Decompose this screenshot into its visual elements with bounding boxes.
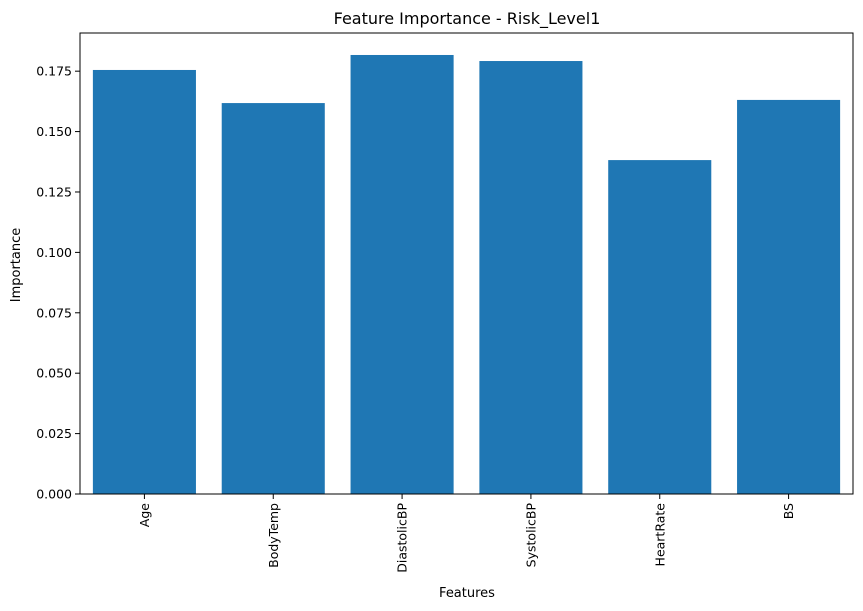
x-tick-label: DiastolicBP: [395, 503, 410, 573]
plot-area: 0.000 0.025 0.050 0.075 0.100 0.125 0.150 0.175…: [36, 32, 854, 573]
y-tick-label: 0.050: [36, 366, 72, 381]
y-axis-label: Importance: [9, 228, 24, 303]
x-tick-label: BodyTemp: [266, 503, 281, 568]
bar-heartrate: [608, 160, 712, 494]
x-tick-label: BS: [781, 503, 796, 519]
x-axis-label: Features: [439, 586, 495, 601]
x-tick-label: SystolicBP: [523, 503, 538, 568]
bar-diastolicbp: [350, 54, 454, 494]
chart-title: Feature Importance - Risk_Level1: [334, 9, 601, 29]
x-tick-label: Age: [137, 503, 152, 527]
bar-bs: [737, 99, 841, 494]
x-tick-label: HeartRate: [652, 503, 667, 567]
y-tick-label: 0.025: [36, 426, 72, 441]
y-tick-label: 0.150: [36, 124, 72, 139]
bar-bodytemp: [221, 103, 325, 495]
y-tick-label: 0.000: [36, 487, 72, 502]
y-tick-label: 0.175: [36, 64, 72, 79]
bar-systolicbp: [479, 61, 583, 494]
y-tick-label: 0.100: [36, 245, 72, 260]
plot-frame: [79, 32, 854, 495]
y-tick-label: 0.125: [36, 184, 72, 199]
y-tick-label: 0.075: [36, 305, 72, 320]
bar-age: [92, 69, 196, 494]
